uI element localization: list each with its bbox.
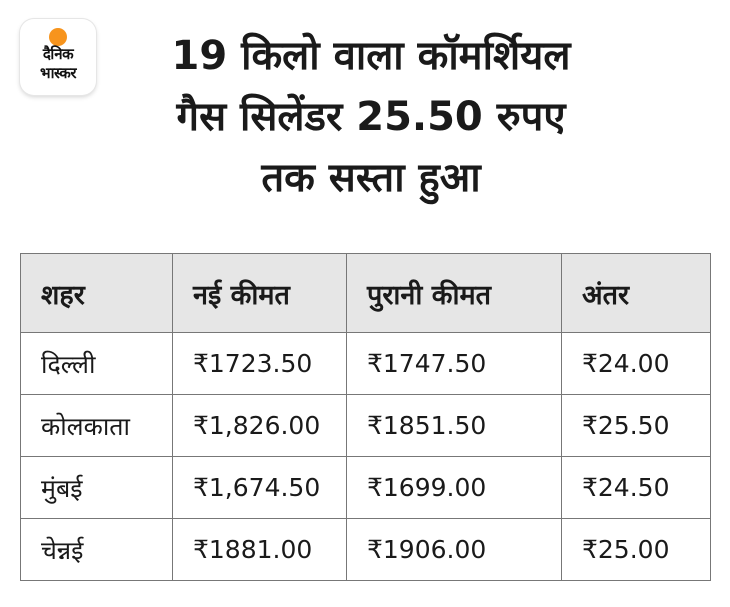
dainik-bhaskar-logo: दैनिक भास्कर (20, 19, 96, 95)
cell-city: दिल्ली (20, 332, 173, 395)
cell-new-price: ₹1723.50 (172, 332, 347, 395)
cell-difference: ₹24.00 (561, 332, 711, 395)
cell-city: मुंबई (20, 456, 173, 519)
table-row: मुंबई ₹1,674.50 ₹1699.00 ₹24.50 (20, 456, 711, 519)
cell-difference: ₹25.00 (561, 518, 711, 581)
cell-new-price: ₹1,674.50 (172, 456, 347, 519)
cell-new-price: ₹1,826.00 (172, 394, 347, 457)
cell-new-price: ₹1881.00 (172, 518, 347, 581)
logo-text-line2: भास्कर (40, 64, 76, 82)
cell-city: चेन्नई (20, 518, 173, 581)
headline-line-2: गैस सिलेंडर 25.50 रुपए (176, 94, 566, 140)
column-header-new-price: नई कीमत (172, 253, 347, 333)
table-row: दिल्ली ₹1723.50 ₹1747.50 ₹24.00 (20, 332, 711, 395)
column-header-old-price: पुरानी कीमत (346, 253, 562, 333)
table-row: चेन्नई ₹1881.00 ₹1906.00 ₹25.00 (20, 518, 711, 581)
column-header-difference: अंतर (561, 253, 711, 333)
table-row: कोलकाता ₹1,826.00 ₹1851.50 ₹25.50 (20, 394, 711, 457)
price-table: शहर नई कीमत पुरानी कीमत अंतर दिल्ली ₹172… (20, 253, 711, 581)
cell-difference: ₹25.50 (561, 394, 711, 457)
cell-old-price: ₹1747.50 (346, 332, 562, 395)
logo-sun-icon (49, 28, 67, 46)
cell-old-price: ₹1699.00 (346, 456, 562, 519)
column-header-city: शहर (20, 253, 173, 333)
headline: 19 किलो वाला कॉमर्शियल गैस सिलेंडर 25.50… (0, 26, 730, 209)
cell-old-price: ₹1906.00 (346, 518, 562, 581)
cell-city: कोलकाता (20, 394, 173, 457)
table-header-row: शहर नई कीमत पुरानी कीमत अंतर (20, 253, 711, 333)
cell-old-price: ₹1851.50 (346, 394, 562, 457)
headline-line-3: तक सस्ता हुआ (261, 155, 481, 201)
cell-difference: ₹24.50 (561, 456, 711, 519)
logo-text-line1: दैनिक (42, 45, 74, 63)
headline-line-1: 19 किलो वाला कॉमर्शियल (171, 33, 571, 79)
